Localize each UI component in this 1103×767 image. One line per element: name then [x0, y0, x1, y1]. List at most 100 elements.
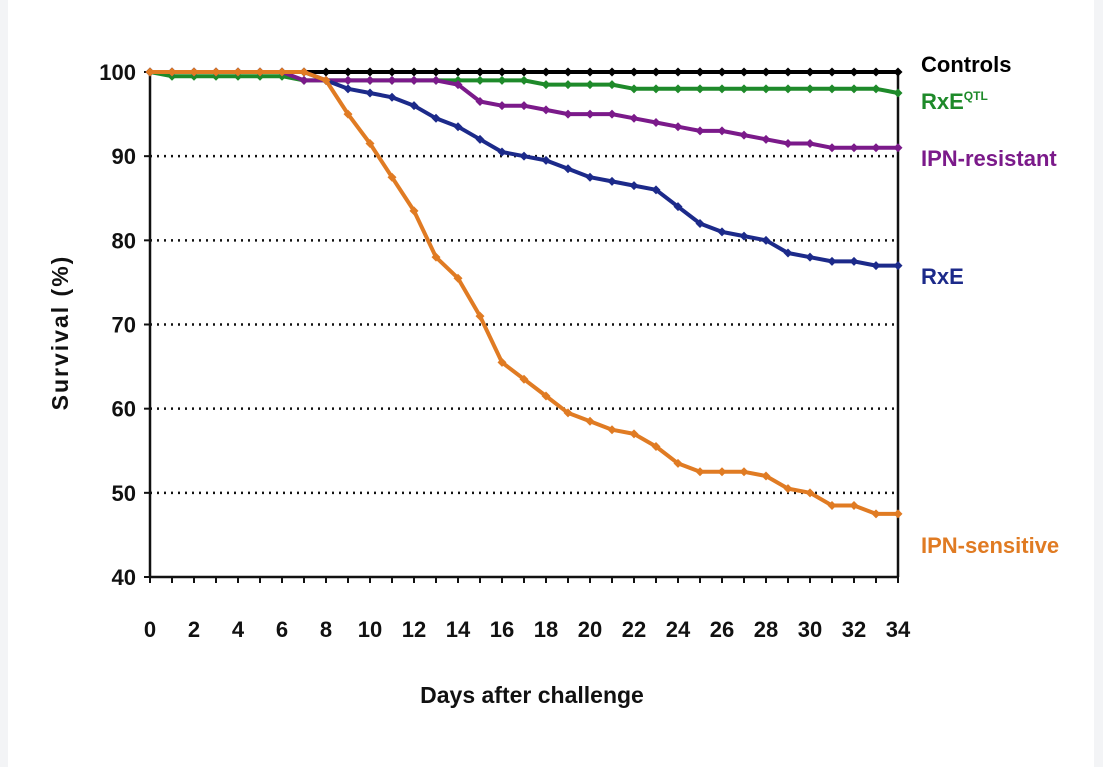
data-point	[607, 176, 617, 186]
data-point	[431, 113, 441, 123]
series-labels: Controls RxEQTL IPN-resistant RxE IPN-sensit…	[921, 52, 1059, 558]
data-point	[519, 67, 529, 77]
x-tick-label: 10	[358, 617, 382, 642]
data-point	[255, 67, 265, 77]
data-point	[475, 67, 485, 77]
data-point	[717, 467, 727, 477]
data-point	[739, 130, 749, 140]
data-point	[629, 84, 639, 94]
data-point	[475, 134, 485, 144]
y-tick-label: 90	[112, 144, 136, 169]
y-tick-label: 100	[99, 60, 136, 85]
data-point	[717, 126, 727, 136]
data-point	[541, 105, 551, 115]
data-point	[673, 122, 683, 132]
x-tick-label: 12	[402, 617, 426, 642]
data-point	[739, 67, 749, 77]
data-point	[629, 181, 639, 191]
data-point	[871, 84, 881, 94]
data-point	[365, 75, 375, 85]
data-point	[761, 235, 771, 245]
data-point	[783, 84, 793, 94]
x-tick-label: 32	[842, 617, 866, 642]
data-point	[365, 88, 375, 98]
series-label-superscript: QTL	[964, 89, 988, 103]
data-point	[211, 67, 221, 77]
data-point	[299, 75, 309, 85]
y-tick-label: 40	[112, 565, 136, 590]
data-point	[607, 80, 617, 90]
series-label-4: IPN-sensitive	[921, 533, 1059, 558]
data-point	[497, 147, 507, 157]
data-point	[277, 67, 287, 77]
data-point	[585, 416, 595, 426]
data-point	[651, 67, 661, 77]
data-point	[893, 67, 903, 77]
data-point	[673, 67, 683, 77]
x-tick-label: 18	[534, 617, 558, 642]
data-point	[497, 101, 507, 111]
series-line-3	[150, 70, 898, 268]
series-layer	[145, 67, 903, 519]
data-point	[607, 109, 617, 119]
data-point	[585, 172, 595, 182]
data-point	[695, 126, 705, 136]
x-tick-label: 8	[320, 617, 332, 642]
data-point	[717, 84, 727, 94]
data-point	[695, 219, 705, 228]
x-tick-label: 24	[666, 617, 691, 642]
data-point	[783, 67, 793, 77]
data-point	[431, 252, 441, 262]
data-point	[585, 80, 595, 90]
series-label-0: Controls	[921, 52, 1011, 77]
data-point	[343, 75, 353, 85]
data-point	[739, 467, 749, 477]
x-tick-label: 20	[578, 617, 602, 642]
x-tick-label: 26	[710, 617, 734, 642]
data-point	[673, 458, 683, 468]
data-point	[849, 67, 859, 77]
data-point	[409, 206, 419, 216]
data-point	[321, 75, 331, 85]
series-label-1: RxEQTL	[921, 89, 988, 114]
data-point	[893, 143, 903, 153]
x-tick-label: 22	[622, 617, 646, 642]
data-point	[387, 75, 397, 85]
y-tick-label: 60	[112, 397, 136, 422]
data-point	[739, 231, 749, 241]
data-point	[739, 84, 749, 94]
data-point	[365, 67, 375, 77]
data-point	[475, 75, 485, 85]
chart-frame: 40 50 60 70 80 90 100 0 2 4 6 8 10 12 14 16 18 20 22 24 26 28…	[8, 0, 1094, 767]
data-point	[519, 101, 529, 111]
gridlines	[150, 70, 898, 495]
data-point	[805, 488, 815, 498]
data-point	[849, 256, 859, 266]
data-point	[761, 67, 771, 77]
y-axis-title: Survival (%)	[47, 255, 73, 411]
data-point	[453, 273, 463, 283]
x-tick-label: 14	[446, 617, 471, 642]
data-point	[563, 80, 573, 90]
data-point	[453, 67, 463, 77]
data-point	[805, 252, 815, 262]
data-point	[849, 84, 859, 94]
data-point	[893, 261, 903, 271]
data-point	[343, 67, 353, 77]
data-point	[629, 113, 639, 123]
data-point	[321, 67, 331, 77]
data-point	[849, 500, 859, 510]
data-point	[871, 143, 881, 153]
data-point	[585, 109, 595, 119]
series-label-2: IPN-resistant	[921, 146, 1057, 171]
data-point	[805, 139, 815, 149]
data-point	[629, 67, 639, 77]
x-tick-label: 4	[232, 617, 245, 642]
data-point	[563, 67, 573, 77]
x-tick-label: 16	[490, 617, 514, 642]
data-point	[409, 75, 419, 85]
data-point	[805, 84, 815, 94]
series-label-3: RxE	[921, 264, 964, 289]
